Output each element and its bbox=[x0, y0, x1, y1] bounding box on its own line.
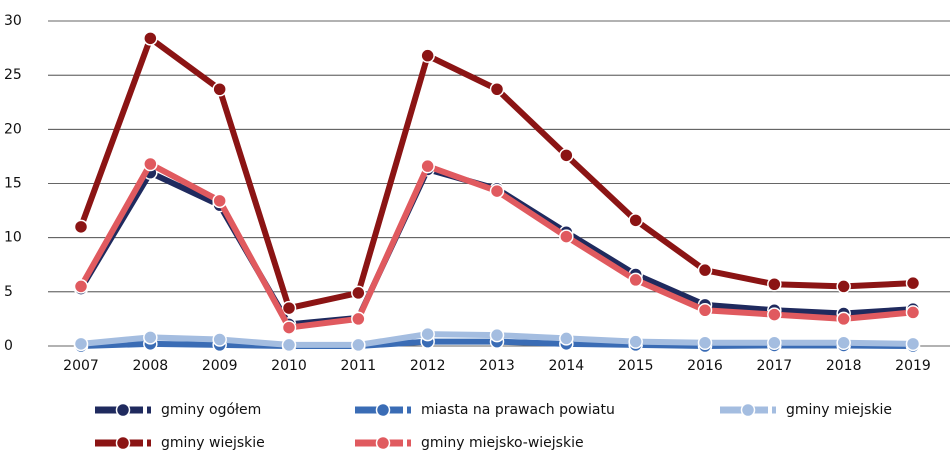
point bbox=[73, 219, 89, 235]
point bbox=[420, 48, 435, 63]
point bbox=[212, 332, 227, 347]
point bbox=[489, 82, 505, 97]
series bbox=[73, 326, 921, 353]
point bbox=[905, 275, 921, 291]
point bbox=[489, 327, 505, 343]
legend-label: gminy wiejskie bbox=[161, 435, 265, 451]
point bbox=[697, 335, 713, 350]
point bbox=[73, 279, 89, 294]
point bbox=[628, 213, 643, 228]
y-tick-label: 10 bbox=[4, 230, 22, 246]
series bbox=[73, 31, 921, 316]
point bbox=[143, 156, 158, 172]
legend-marker bbox=[375, 435, 391, 451]
x-tick-label: 2010 bbox=[271, 358, 307, 374]
legend-marker bbox=[375, 402, 391, 418]
y-tick-label: 0 bbox=[4, 338, 13, 354]
x-tick-label: 2013 bbox=[479, 358, 515, 374]
point bbox=[767, 307, 782, 322]
point bbox=[351, 311, 366, 327]
point bbox=[905, 305, 921, 320]
legend-label: miasta na prawach powiatu bbox=[421, 402, 615, 418]
point bbox=[697, 262, 713, 278]
x-tick-label: 2014 bbox=[549, 358, 585, 374]
legend-marker bbox=[740, 402, 756, 418]
point bbox=[281, 300, 297, 316]
point bbox=[836, 335, 851, 350]
point bbox=[559, 148, 574, 163]
point bbox=[628, 272, 643, 288]
x-tick-label: 2019 bbox=[895, 358, 931, 374]
x-tick-label: 2017 bbox=[757, 358, 793, 374]
x-tick-label: 2016 bbox=[687, 358, 723, 374]
point bbox=[836, 279, 851, 294]
y-tick-label: 25 bbox=[4, 67, 22, 83]
y-tick-label: 15 bbox=[4, 176, 22, 192]
point bbox=[212, 82, 227, 97]
legend-marker bbox=[115, 402, 131, 418]
point bbox=[351, 285, 366, 301]
x-tick-label: 2011 bbox=[341, 358, 377, 374]
x-tick-label: 2015 bbox=[618, 358, 654, 374]
point bbox=[559, 229, 574, 244]
legend-label: gminy miejsko-wiejskie bbox=[421, 435, 584, 451]
series-line bbox=[78, 35, 914, 312]
point bbox=[489, 183, 505, 199]
legend-label: gminy miejskie bbox=[786, 402, 892, 418]
point bbox=[73, 336, 89, 352]
x-tick-label: 2008 bbox=[133, 358, 169, 374]
y-tick-label: 20 bbox=[4, 121, 22, 137]
point bbox=[767, 335, 782, 350]
point bbox=[905, 336, 921, 352]
x-tick-label: 2012 bbox=[410, 358, 446, 374]
point bbox=[212, 193, 227, 209]
point bbox=[628, 334, 643, 349]
point bbox=[351, 337, 366, 353]
legend-label: gminy ogółem bbox=[161, 402, 261, 418]
x-tick-label: 2007 bbox=[63, 358, 99, 374]
legend-marker bbox=[115, 435, 131, 451]
point bbox=[143, 31, 158, 46]
y-tick-label: 5 bbox=[4, 284, 13, 300]
point bbox=[420, 158, 435, 174]
point bbox=[559, 331, 574, 346]
point bbox=[767, 277, 782, 292]
point bbox=[420, 326, 435, 342]
x-tick-label: 2018 bbox=[826, 358, 862, 374]
point bbox=[281, 320, 297, 335]
point bbox=[836, 311, 851, 327]
point bbox=[281, 337, 297, 353]
series bbox=[73, 156, 921, 335]
point bbox=[697, 303, 713, 318]
y-tick-label: 30 bbox=[4, 13, 22, 29]
x-tick-label: 2009 bbox=[202, 358, 238, 374]
point bbox=[143, 330, 158, 345]
